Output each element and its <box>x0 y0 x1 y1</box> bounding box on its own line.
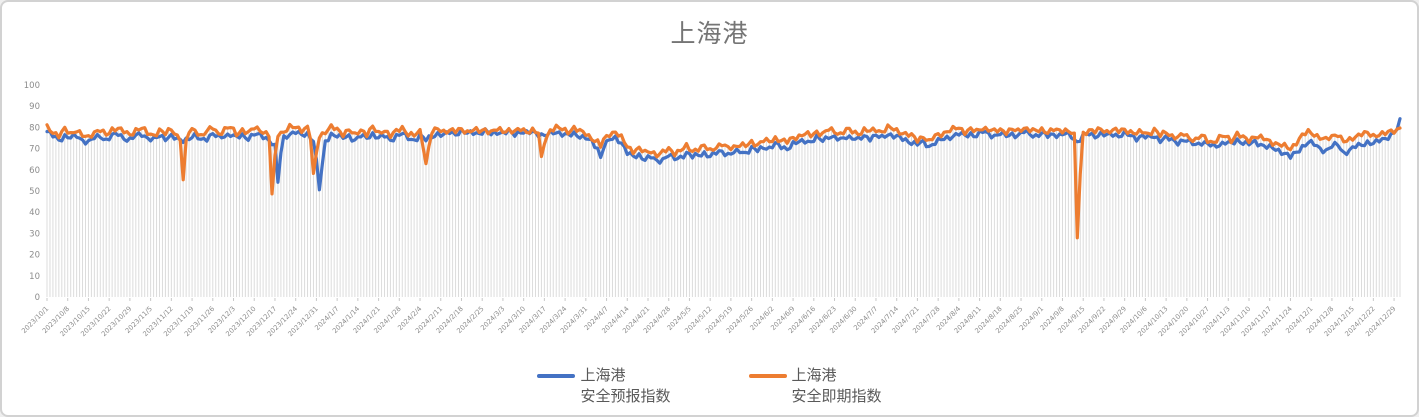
y-axis-label: 30 <box>29 229 40 239</box>
legend-forecast-line2: 安全预报指数 <box>580 387 671 405</box>
x-axis-ticks <box>46 298 1395 301</box>
spot-series-swatch <box>748 374 787 378</box>
series-line-1 <box>45 122 1402 240</box>
y-axis-label: 90 <box>29 102 40 112</box>
legend-spot-line2: 安全即期指数 <box>791 387 882 405</box>
drop-lines <box>46 118 1401 297</box>
y-axis-label: 50 <box>29 187 40 197</box>
legend-item-forecast-index[interactable]: 上海港 安全预报指数 <box>537 365 671 407</box>
chart-title[interactable]: 上海港 <box>670 19 749 48</box>
legend-spot-line1: 上海港 <box>791 366 837 384</box>
forecast-series-swatch <box>537 374 576 378</box>
y-axis-label: 100 <box>24 81 40 91</box>
y-axis-label: 20 <box>29 251 40 261</box>
y-axis-label: 0 <box>35 293 40 303</box>
legend-item-spot-index[interactable]: 上海港 安全即期指数 <box>748 365 882 407</box>
y-axis-label: 40 <box>29 208 40 218</box>
legend-forecast-line1: 上海港 <box>580 366 626 384</box>
chart-legend: 上海港 安全预报指数 上海港 安全即期指数 <box>2 365 1417 407</box>
y-axis-label: 10 <box>29 272 40 282</box>
y-axis-label: 70 <box>29 145 40 155</box>
series-line-0 <box>45 117 1402 192</box>
y-axis-label: 60 <box>29 166 40 176</box>
y-axis-label: 80 <box>29 123 40 133</box>
